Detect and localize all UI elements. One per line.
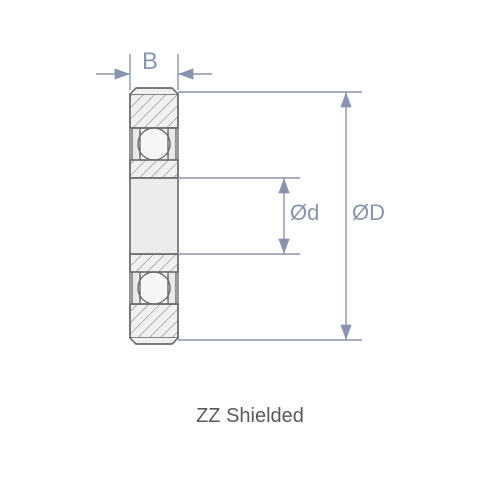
label-B: B bbox=[142, 48, 158, 76]
label-d: Ød bbox=[290, 200, 319, 226]
inner-ring-bottom bbox=[130, 254, 178, 272]
bore-face bbox=[130, 178, 178, 254]
ball-top bbox=[138, 128, 170, 160]
inner-ring-top bbox=[130, 160, 178, 178]
bearing-diagram: B Ød ØD ZZ Shielded bbox=[0, 0, 500, 500]
dimension-d bbox=[178, 178, 300, 254]
bearing-section bbox=[130, 88, 178, 344]
dimension-D bbox=[178, 92, 362, 340]
label-D: ØD bbox=[352, 200, 385, 226]
diagram-caption: ZZ Shielded bbox=[0, 405, 500, 428]
outer-ring-top bbox=[130, 88, 178, 128]
ball-bottom bbox=[138, 272, 170, 304]
outer-ring-bottom bbox=[130, 304, 178, 344]
